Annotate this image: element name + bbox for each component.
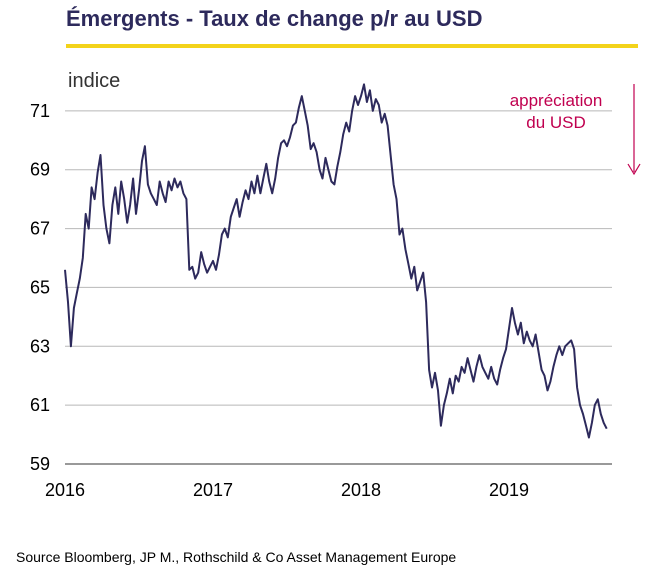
x-tick-label: 2016	[45, 480, 85, 500]
x-tick-label: 2018	[341, 480, 381, 500]
source-note: Source Bloomberg, JP M., Rothschild & Co…	[16, 549, 457, 565]
series-line	[64, 83, 608, 439]
x-tick-label: 2017	[193, 480, 233, 500]
y-tick-label: 69	[30, 160, 50, 180]
y-tick-label: 59	[30, 454, 50, 474]
y-tick-label: 63	[30, 336, 50, 356]
y-tick-label: 65	[30, 277, 50, 297]
y-tick-label: 71	[30, 101, 50, 121]
annotation-line-2: du USD	[526, 113, 586, 132]
exchange-rate-line-chart: 59 61 63 65 67 69 71 2016 2017 2018 2019 indice a…	[30, 70, 641, 500]
arrow-head-icon	[627, 163, 641, 176]
gridlines	[65, 110, 612, 465]
x-tick-label: 2019	[489, 480, 529, 500]
y-tick-label: 67	[30, 219, 50, 239]
y-tick-labels: 59 61 63 65 67 69 71	[30, 101, 50, 474]
annotation-line-1: appréciation	[510, 91, 603, 110]
title-underline	[66, 44, 638, 48]
page-title: Émergents - Taux de change p/r au USD	[66, 6, 483, 31]
series-lines	[64, 83, 608, 439]
y-axis-label: indice	[68, 70, 120, 92]
x-tick-labels: 2016 2017 2018 2019	[45, 480, 529, 500]
y-tick-label: 61	[30, 395, 50, 415]
usd-appreciation-annotation: appréciation du USD	[510, 84, 641, 176]
